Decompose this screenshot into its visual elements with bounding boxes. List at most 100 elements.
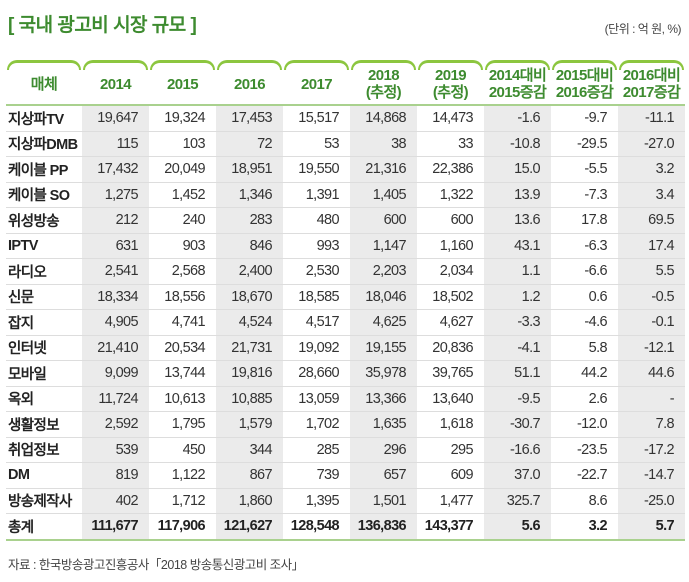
value-cell: 1,395 — [283, 488, 350, 514]
media-name-cell: 라디오 — [6, 258, 82, 285]
value-cell: 600 — [417, 207, 484, 234]
header-label: 2019 — [435, 67, 467, 84]
value-cell: 19,647 — [82, 105, 149, 132]
value-cell: 1,579 — [216, 411, 283, 438]
value-cell: 20,049 — [149, 156, 216, 183]
media-name-cell: DM — [6, 462, 82, 489]
header-label: 2018 — [368, 67, 400, 84]
value-cell: 20,836 — [417, 335, 484, 361]
source-note: 자료 : 한국방송광고진흥공사「2018 방송통신광고비 조사」 — [8, 558, 304, 572]
value-cell: 20,534 — [149, 335, 216, 361]
value-cell: 1,702 — [283, 411, 350, 438]
media-name-cell: 취업정보 — [6, 437, 82, 463]
value-cell: 5.8 — [551, 335, 618, 361]
value-cell: 72 — [216, 131, 283, 157]
value-cell: 450 — [149, 437, 216, 463]
header-label: (추정) — [432, 84, 469, 101]
value-cell: 18,334 — [82, 284, 149, 310]
column-header: 2015대비 2016증감 — [551, 60, 618, 106]
media-name-cell: 신문 — [6, 284, 82, 310]
value-cell: 1,795 — [149, 411, 216, 438]
value-cell: 143,377 — [417, 513, 484, 541]
value-cell: 5.6 — [484, 513, 551, 541]
value-cell: 18,556 — [149, 284, 216, 310]
unit-label: (단위 : 억 원, %) — [604, 22, 682, 36]
value-cell: 53 — [283, 131, 350, 157]
value-cell: 38 — [350, 131, 417, 157]
table-row: 인터넷 21,410 20,534 21,731 19,092 19,155 20,836-… — [6, 335, 685, 361]
header-arc-decoration — [552, 60, 617, 70]
value-cell: 13,059 — [283, 386, 350, 412]
header-arc-decoration — [284, 60, 349, 70]
value-cell: 600 — [350, 207, 417, 234]
value-cell: 4,627 — [417, 309, 484, 336]
header-label: (추정) — [365, 84, 402, 101]
value-cell: 33 — [417, 131, 484, 157]
value-cell: 2,530 — [283, 258, 350, 285]
value-cell: 21,410 — [82, 335, 149, 361]
header-label: 2015대비 — [555, 67, 614, 84]
value-cell: 115 — [82, 131, 149, 157]
value-cell: 4,905 — [82, 309, 149, 336]
table-row: 라디오 2,541 2,568 2,400 2,530 2,203 2,034 1.1 -6.6… — [6, 258, 685, 285]
value-cell: 212 — [82, 207, 149, 234]
value-cell: 3.2 — [618, 156, 685, 183]
value-cell: 117,906 — [149, 513, 216, 541]
media-name-cell: 인터넷 — [6, 335, 82, 361]
value-cell: 657 — [350, 462, 417, 489]
table-row: 옥외 11,724 10,613 10,885 13,059 13,366 13,640 -9… — [6, 386, 685, 412]
column-header: 2018 (추정) — [350, 60, 417, 106]
value-cell: 13,366 — [350, 386, 417, 412]
value-cell: -16.6 — [484, 437, 551, 463]
media-name-cell: 모바일 — [6, 360, 82, 387]
value-cell: 903 — [149, 233, 216, 259]
value-cell: 21,731 — [216, 335, 283, 361]
value-cell: -29.5 — [551, 131, 618, 157]
value-cell: 1,477 — [417, 488, 484, 514]
value-cell: 1,391 — [283, 182, 350, 208]
value-cell: 344 — [216, 437, 283, 463]
value-cell: 0.6 — [551, 284, 618, 310]
value-cell: 111,677 — [82, 513, 149, 541]
value-cell: 37.0 — [484, 462, 551, 489]
value-cell: 283 — [216, 207, 283, 234]
media-name-cell: 케이블 PP — [6, 156, 82, 183]
value-cell: -22.7 — [551, 462, 618, 489]
value-cell: 14,473 — [417, 105, 484, 132]
value-cell: 1,618 — [417, 411, 484, 438]
value-cell: 1,322 — [417, 182, 484, 208]
value-cell: 296 — [350, 437, 417, 463]
value-cell: -25.0 — [618, 488, 685, 514]
value-cell: -6.6 — [551, 258, 618, 285]
value-cell: 295 — [417, 437, 484, 463]
value-cell: -23.5 — [551, 437, 618, 463]
value-cell: 819 — [82, 462, 149, 489]
value-cell: 4,625 — [350, 309, 417, 336]
value-cell: 19,816 — [216, 360, 283, 387]
value-cell: 1,635 — [350, 411, 417, 438]
value-cell: 1,501 — [350, 488, 417, 514]
value-cell: -14.7 — [618, 462, 685, 489]
value-cell: 3.4 — [618, 182, 685, 208]
value-cell: 480 — [283, 207, 350, 234]
value-cell: 1,712 — [149, 488, 216, 514]
value-cell: 13,640 — [417, 386, 484, 412]
header-arc-decoration — [485, 60, 550, 70]
value-cell: 8.6 — [551, 488, 618, 514]
column-header: 2016대비 2017증감 — [618, 60, 685, 106]
value-cell: 11,724 — [82, 386, 149, 412]
value-cell: -27.0 — [618, 131, 685, 157]
value-cell: 846 — [216, 233, 283, 259]
value-cell: 39,765 — [417, 360, 484, 387]
value-cell: 136,836 — [350, 513, 417, 541]
value-cell: 18,951 — [216, 156, 283, 183]
value-cell: 17,453 — [216, 105, 283, 132]
value-cell: 28,660 — [283, 360, 350, 387]
value-cell: 18,585 — [283, 284, 350, 310]
value-cell: 3.2 — [551, 513, 618, 541]
value-cell: 993 — [283, 233, 350, 259]
value-cell: -9.7 — [551, 105, 618, 132]
value-cell: 18,046 — [350, 284, 417, 310]
media-name-cell: 잡지 — [6, 309, 82, 336]
table-row: 케이블 SO 1,275 1,452 1,346 1,391 1,405 1,322 13.9… — [6, 182, 685, 208]
